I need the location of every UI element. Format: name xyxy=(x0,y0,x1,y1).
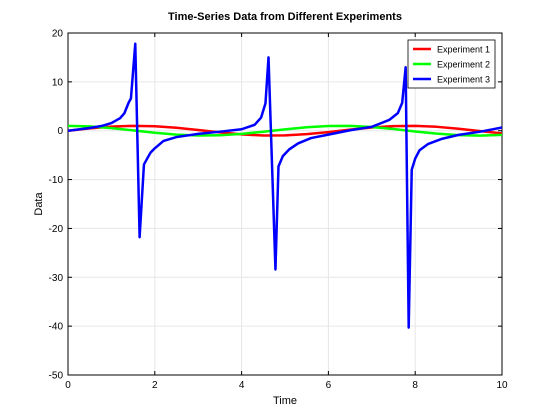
x-axis-label: Time xyxy=(273,395,297,407)
x-tick-label: 6 xyxy=(326,380,332,391)
y-tick-label: 10 xyxy=(52,77,64,88)
x-tick-label: 0 xyxy=(65,380,71,391)
x-tick-label: 2 xyxy=(152,380,158,391)
y-axis-label: Data xyxy=(33,192,45,216)
legend-label-1: Experiment 1 xyxy=(437,45,490,55)
series-line-3 xyxy=(67,42,503,329)
legend-label-2: Experiment 2 xyxy=(437,60,490,70)
y-tick-label: -40 xyxy=(49,322,64,333)
legend: Experiment 1 Experiment 2 Experiment 3 xyxy=(407,39,496,89)
y-tick-label: 20 xyxy=(52,29,64,40)
chart-title: Time-Series Data from Different Experime… xyxy=(168,11,402,23)
x-tick-label: 4 xyxy=(239,380,245,391)
legend-label-3: Experiment 3 xyxy=(437,75,490,85)
series-line-2 xyxy=(67,124,503,137)
plot-area-frame xyxy=(67,32,503,376)
x-tick-label: 8 xyxy=(412,380,418,391)
axis-ticks: 0 2 4 6 8 10 -50 -40 -30 -20 -10 0 10 20 xyxy=(49,29,508,392)
y-tick-label: 0 xyxy=(57,126,63,137)
y-tick-label: -20 xyxy=(49,224,64,235)
y-tick-label: -30 xyxy=(49,273,64,284)
y-tick-label: -50 xyxy=(49,371,64,382)
x-tick-label: 10 xyxy=(496,380,508,391)
series-line-1 xyxy=(67,124,503,137)
legend-entries: Experiment 1 Experiment 2 Experiment 3 xyxy=(413,45,490,85)
data-series xyxy=(67,42,503,329)
y-tick-label: -10 xyxy=(49,175,64,186)
